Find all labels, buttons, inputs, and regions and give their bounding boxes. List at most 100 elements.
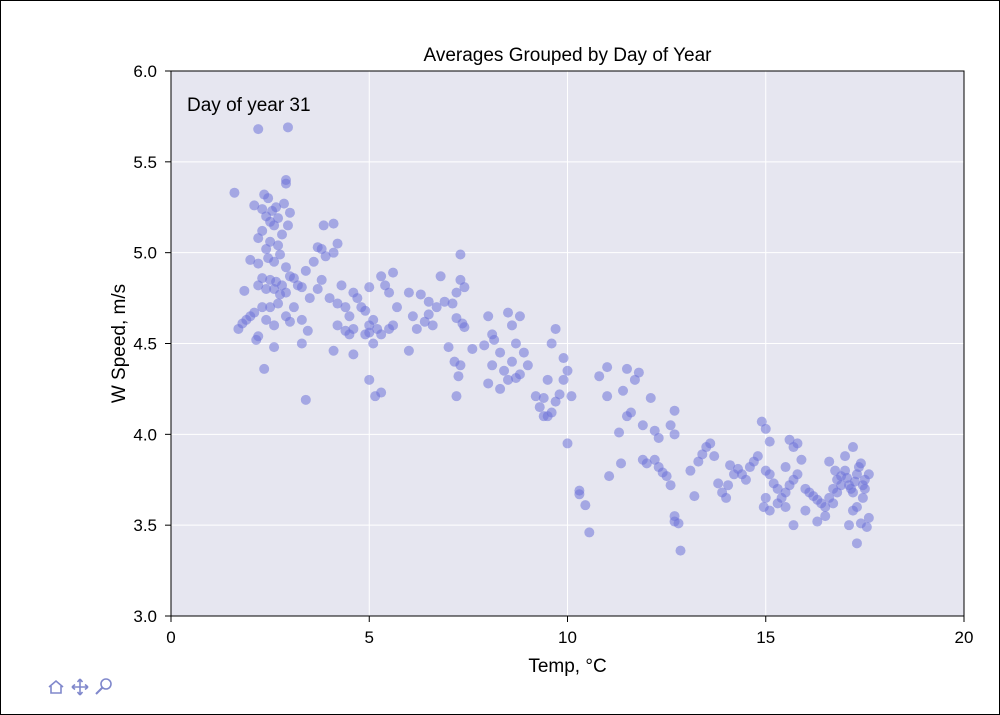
- data-point: [282, 122, 293, 133]
- data-point: [772, 483, 783, 494]
- data-point: [558, 353, 569, 364]
- data-point: [752, 451, 763, 462]
- data-point: [503, 307, 514, 318]
- data-point: [364, 327, 375, 338]
- data-point: [296, 338, 307, 349]
- data-point: [431, 302, 442, 313]
- data-point: [792, 469, 803, 480]
- data-point: [832, 487, 843, 498]
- chart-title: Averages Grouped by Day of Year: [423, 45, 712, 66]
- data-point: [368, 314, 379, 325]
- data-point: [562, 365, 573, 376]
- data-point: [328, 247, 339, 258]
- data-point: [675, 545, 686, 556]
- data-point: [411, 323, 422, 334]
- x-tick-label: 0: [166, 628, 175, 647]
- data-point: [796, 454, 807, 465]
- day-annotation: Day of year 31: [187, 95, 311, 116]
- data-point: [229, 187, 240, 198]
- x-tick-label: 10: [558, 628, 577, 647]
- data-point: [506, 356, 517, 367]
- data-point: [435, 271, 446, 282]
- data-point: [316, 274, 327, 285]
- data-point: [376, 271, 387, 282]
- data-point: [661, 471, 672, 482]
- data-point: [284, 207, 295, 218]
- data-point: [332, 320, 343, 331]
- data-point: [344, 311, 355, 322]
- data-point: [451, 391, 462, 402]
- data-point: [279, 198, 290, 209]
- data-point: [685, 465, 696, 476]
- data-point: [495, 383, 506, 394]
- data-point: [439, 296, 450, 307]
- data-point: [574, 489, 585, 500]
- data-point: [855, 458, 866, 469]
- data-point: [239, 285, 250, 296]
- data-point: [271, 202, 282, 213]
- data-point: [368, 338, 379, 349]
- data-point: [423, 309, 434, 320]
- data-point: [495, 347, 506, 358]
- data-point: [427, 320, 438, 331]
- data-point: [388, 267, 399, 278]
- data-point: [479, 340, 490, 351]
- data-point: [530, 391, 541, 402]
- data-point: [653, 432, 664, 443]
- data-point: [863, 512, 874, 523]
- data-point: [618, 385, 629, 396]
- data-point: [633, 367, 644, 378]
- data-point: [764, 436, 775, 447]
- data-point: [764, 469, 775, 480]
- data-point: [340, 325, 351, 336]
- data-point: [407, 311, 418, 322]
- data-point: [487, 360, 498, 371]
- data-point: [273, 298, 284, 309]
- x-tick-label: 15: [756, 628, 775, 647]
- grid-lines: [171, 71, 964, 616]
- data-point: [550, 323, 561, 334]
- data-point: [616, 458, 627, 469]
- data-point: [348, 349, 359, 360]
- data-point: [538, 393, 549, 403]
- data-point: [253, 280, 264, 291]
- data-point: [403, 345, 414, 356]
- data-point: [360, 305, 371, 316]
- data-point: [328, 218, 339, 229]
- data-point: [637, 420, 648, 431]
- data-point: [621, 363, 632, 374]
- data-point: [669, 429, 680, 440]
- data-point: [721, 492, 732, 503]
- data-point: [800, 505, 811, 516]
- data-point: [332, 298, 343, 309]
- data-point: [740, 474, 751, 485]
- pan-icon[interactable]: [69, 677, 91, 697]
- data-point: [859, 483, 870, 494]
- data-point: [859, 474, 870, 485]
- data-point: [423, 296, 434, 307]
- plot-toolbar: [45, 677, 115, 697]
- data-point: [336, 280, 347, 291]
- y-tick-label: 3.5: [133, 516, 157, 535]
- y-tick-label: 5.5: [133, 153, 157, 172]
- home-icon[interactable]: [45, 677, 67, 697]
- data-point: [273, 240, 284, 251]
- data-point: [788, 520, 799, 531]
- data-point: [820, 502, 831, 512]
- data-point: [510, 373, 521, 384]
- data-point: [584, 527, 595, 538]
- y-tick-label: 3.0: [133, 607, 157, 626]
- data-point: [451, 287, 462, 298]
- data-point: [376, 387, 387, 398]
- data-point: [665, 480, 676, 491]
- data-point: [269, 320, 280, 331]
- data-point: [282, 220, 293, 231]
- data-point: [847, 487, 858, 498]
- data-point: [253, 258, 264, 269]
- y-tick-label: 4.5: [133, 335, 157, 354]
- data-point: [689, 491, 700, 502]
- data-point: [328, 345, 339, 356]
- zoom-icon[interactable]: [93, 677, 115, 697]
- data-point: [253, 233, 264, 244]
- data-point: [277, 229, 288, 240]
